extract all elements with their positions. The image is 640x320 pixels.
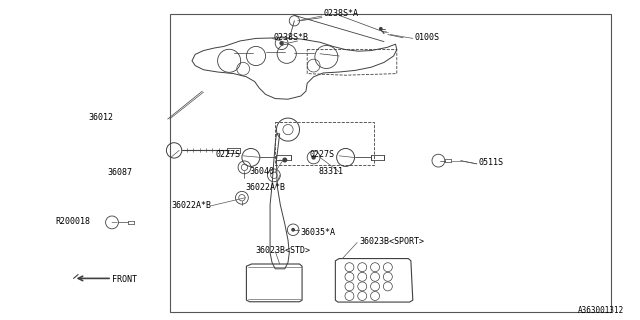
Text: 36012: 36012 — [88, 113, 113, 122]
Text: 36022A*B: 36022A*B — [172, 201, 211, 210]
Text: 0227S: 0227S — [215, 150, 240, 159]
Text: 0238S*B: 0238S*B — [273, 33, 308, 42]
Text: R200018: R200018 — [55, 217, 90, 226]
Bar — [170, 14, 611, 312]
Text: 36022A*B: 36022A*B — [246, 183, 285, 192]
Circle shape — [380, 28, 382, 30]
Text: 83311: 83311 — [318, 167, 343, 176]
Text: A363001312: A363001312 — [578, 306, 624, 315]
Text: 0227S: 0227S — [310, 150, 335, 159]
Text: 0100S: 0100S — [415, 33, 440, 42]
Circle shape — [280, 42, 283, 45]
Bar — [275, 122, 374, 165]
Text: 36035*A: 36035*A — [300, 228, 335, 237]
Circle shape — [283, 158, 287, 162]
Text: 36040: 36040 — [250, 167, 275, 176]
Circle shape — [292, 228, 294, 231]
Text: FRONT: FRONT — [112, 275, 137, 284]
Text: 0238S*A: 0238S*A — [323, 9, 358, 18]
Text: 36023B<SPORT>: 36023B<SPORT> — [360, 237, 425, 246]
Text: 36023B<STD>: 36023B<STD> — [255, 246, 310, 255]
Circle shape — [312, 156, 315, 159]
Text: 0511S: 0511S — [478, 158, 503, 167]
Text: 36087: 36087 — [108, 168, 132, 177]
